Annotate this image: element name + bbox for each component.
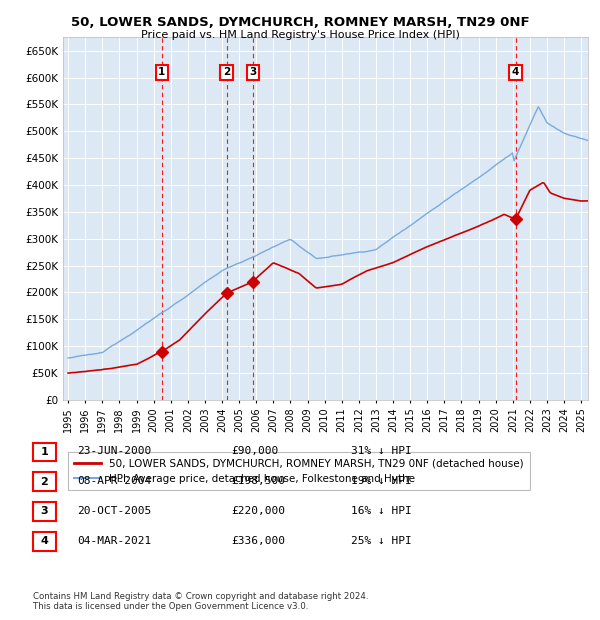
- Text: 23-JUN-2000: 23-JUN-2000: [77, 446, 151, 456]
- Text: 3: 3: [249, 67, 256, 77]
- Text: £220,000: £220,000: [231, 506, 285, 516]
- Text: 08-APR-2004: 08-APR-2004: [77, 476, 151, 486]
- Text: 2: 2: [41, 477, 48, 487]
- Text: 19% ↓ HPI: 19% ↓ HPI: [351, 476, 412, 486]
- Text: Price paid vs. HM Land Registry's House Price Index (HPI): Price paid vs. HM Land Registry's House …: [140, 30, 460, 40]
- Text: 4: 4: [512, 67, 520, 77]
- Text: £336,000: £336,000: [231, 536, 285, 546]
- Text: This data is licensed under the Open Government Licence v3.0.: This data is licensed under the Open Gov…: [33, 602, 308, 611]
- Text: 50, LOWER SANDS, DYMCHURCH, ROMNEY MARSH, TN29 0NF: 50, LOWER SANDS, DYMCHURCH, ROMNEY MARSH…: [71, 16, 529, 29]
- Text: 2: 2: [223, 67, 230, 77]
- Text: 25% ↓ HPI: 25% ↓ HPI: [351, 536, 412, 546]
- Text: Contains HM Land Registry data © Crown copyright and database right 2024.: Contains HM Land Registry data © Crown c…: [33, 592, 368, 601]
- Text: £198,500: £198,500: [231, 476, 285, 486]
- Text: 31% ↓ HPI: 31% ↓ HPI: [351, 446, 412, 456]
- Text: 1: 1: [41, 447, 48, 457]
- Legend: 50, LOWER SANDS, DYMCHURCH, ROMNEY MARSH, TN29 0NF (detached house), HPI: Averag: 50, LOWER SANDS, DYMCHURCH, ROMNEY MARSH…: [68, 452, 530, 490]
- Text: 04-MAR-2021: 04-MAR-2021: [77, 536, 151, 546]
- Text: £90,000: £90,000: [231, 446, 278, 456]
- Text: 4: 4: [40, 536, 49, 546]
- Text: 16% ↓ HPI: 16% ↓ HPI: [351, 506, 412, 516]
- Text: 1: 1: [158, 67, 166, 77]
- Text: 20-OCT-2005: 20-OCT-2005: [77, 506, 151, 516]
- Text: 3: 3: [41, 507, 48, 516]
